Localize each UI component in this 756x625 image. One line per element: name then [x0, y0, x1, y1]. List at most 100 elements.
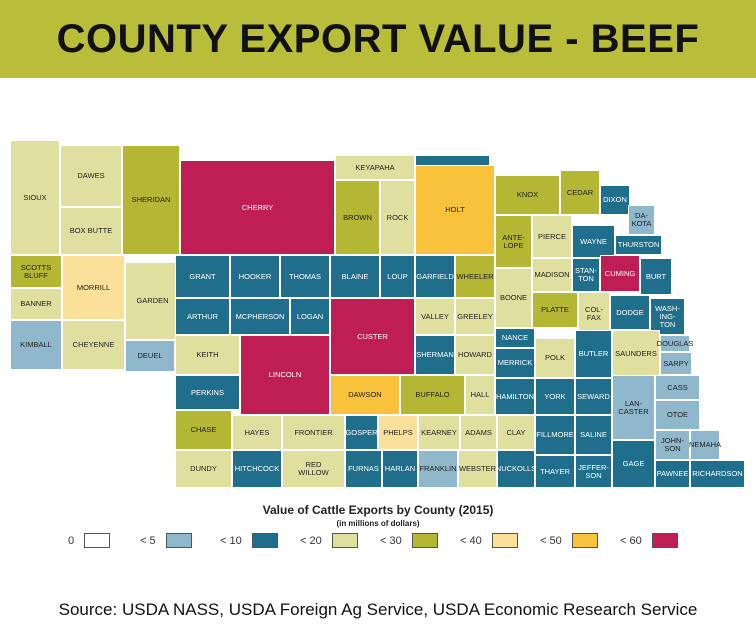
county: CUMING: [600, 255, 640, 292]
legend-label: < 5: [140, 534, 156, 547]
county: COL- FAX: [578, 292, 610, 335]
county: VALLEY: [415, 298, 455, 335]
county: GAGE: [612, 440, 655, 488]
county: SHERMAN: [415, 335, 455, 375]
county: KNOX: [495, 175, 560, 215]
county-label: COL- FAX: [585, 304, 603, 322]
county-label: JEFFER- SON: [578, 462, 609, 480]
county: SARPY: [660, 352, 692, 375]
county-label: VALLEY: [421, 311, 449, 321]
county-label: PIERCE: [538, 231, 566, 241]
county: BURT: [640, 258, 672, 295]
county-label: CLAY: [506, 427, 526, 437]
county: POLK: [535, 338, 575, 378]
county: SEWARD: [575, 378, 612, 415]
county: GARDEN: [125, 262, 180, 340]
county-label: GREELEY: [457, 311, 493, 321]
county: GOSPER: [345, 415, 378, 450]
county-label: BURT: [645, 271, 667, 281]
county: CHASE: [175, 410, 232, 450]
county: PIERCE: [532, 215, 572, 258]
legend-swatch: [651, 533, 678, 548]
county: BUFFALO: [400, 375, 465, 415]
county: WEBSTER: [458, 450, 497, 488]
county-label: LOGAN: [296, 311, 324, 321]
source: Source: USDA NASS, USDA Foreign Ag Servi…: [58, 600, 698, 619]
county-label: FURNAS: [348, 464, 379, 473]
county-label: DODGE: [616, 307, 644, 317]
county-label: THOMAS: [288, 271, 322, 281]
county-label: SEWARD: [577, 391, 610, 401]
county-label: YORK: [544, 391, 566, 401]
county-label: PHELPS: [383, 427, 413, 437]
legend-subtitle: (in millions of dollars): [336, 519, 420, 528]
county-label: ROCK: [386, 212, 409, 222]
county-label: BROWN: [343, 212, 372, 222]
county: LINCOLN: [240, 335, 330, 415]
legend-item: < 50: [540, 533, 598, 548]
county-label: BANNER: [20, 299, 52, 308]
county: SIOUX: [10, 140, 60, 255]
county-label: NEMAHA: [688, 440, 722, 449]
county-label: WEBSTER: [458, 464, 497, 473]
county-label: GRANT: [189, 271, 216, 281]
county-label: LAN- CASTER: [618, 398, 649, 416]
legend-label: < 20: [300, 534, 322, 547]
county: WAYNE: [572, 225, 615, 258]
legend-item: < 30: [380, 533, 438, 548]
legend-item: < 60: [620, 533, 678, 548]
county: PLATTE: [532, 292, 578, 328]
county-label: WAYNE: [580, 236, 607, 246]
county: WASH- ING- TON: [650, 298, 685, 335]
county: SAUNDERS: [612, 330, 660, 378]
county-label: THURSTON: [617, 240, 660, 249]
county-label: HITCHCOCK: [234, 464, 280, 473]
county: FRANKLIN: [418, 450, 458, 488]
county-label: PLATTE: [541, 305, 569, 314]
county-label: SARPY: [663, 358, 689, 368]
county: STAN- TON: [572, 258, 600, 292]
county-label: HOLT: [445, 205, 465, 214]
county: DODGE: [610, 295, 650, 330]
county-label: RICHARDSON: [692, 469, 743, 478]
county: NANCE: [495, 328, 535, 348]
county: CEDAR: [560, 170, 600, 215]
county-label: POLK: [544, 353, 565, 362]
legend: 0 < 5 < 10 < 20 < 30 < 40 < 50 < 60: [60, 533, 740, 553]
county-label: KIMBALL: [20, 340, 52, 349]
county: GARFIELD: [415, 255, 455, 298]
county-label: DOUGLAS: [656, 338, 694, 348]
legend-item: < 40: [460, 533, 518, 548]
county-label: BUTLER: [578, 349, 609, 358]
county-label: HOOKER: [238, 271, 272, 281]
county: HARLAN: [382, 450, 418, 488]
county-label: DAWSON: [348, 390, 382, 399]
county-label: KEYAPAHA: [355, 162, 395, 172]
county: THOMAS: [280, 255, 330, 298]
county: KEITH: [175, 335, 240, 375]
county-label: WHEELER: [456, 271, 494, 281]
county: HOOKER: [230, 255, 280, 298]
county-label: LINCOLN: [268, 370, 302, 379]
county-label: DAWES: [77, 171, 105, 180]
county: MORRILL: [62, 255, 125, 320]
legend-swatch: [84, 533, 111, 548]
county: DAWES: [60, 145, 122, 207]
county: CHERRY: [180, 160, 335, 255]
county: MADISON: [532, 258, 572, 292]
county: SCOTTS BLUFF: [10, 255, 62, 288]
county: ARTHUR: [175, 298, 230, 335]
county: CUSTER: [330, 298, 415, 375]
county: HAMILTON: [495, 378, 535, 415]
county-label: SHERMAN: [416, 350, 454, 359]
legend-label: < 30: [380, 534, 402, 547]
legend-swatch: [411, 533, 438, 548]
county: DAWSON: [330, 375, 400, 415]
county: FILLMORE: [535, 415, 575, 455]
county-label: HALL: [470, 390, 490, 399]
county: PERKINS: [175, 375, 240, 410]
county-label: THAYER: [540, 466, 570, 476]
county: GREELEY: [455, 298, 495, 335]
county: HOWARD: [455, 335, 495, 375]
